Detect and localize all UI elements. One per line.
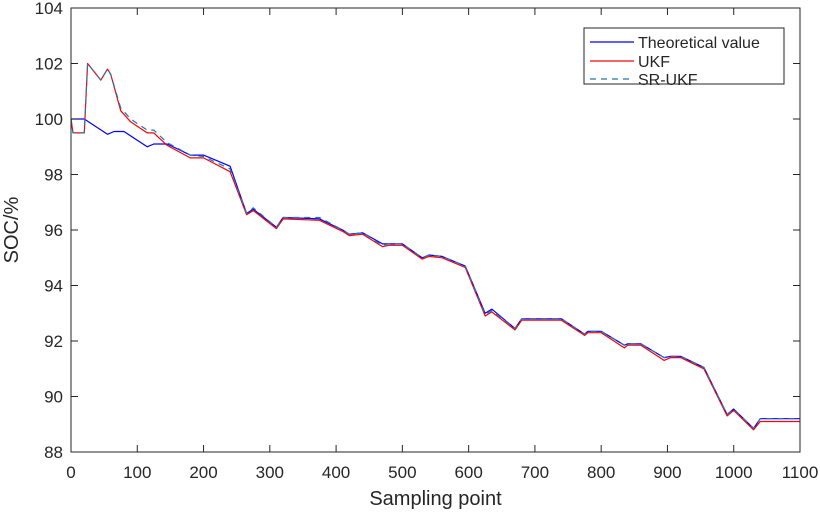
legend: Theoretical value UKF SR-UKF (583, 27, 785, 89)
x-tick-label: 200 (189, 463, 217, 482)
legend-label-theoretical: Theoretical value (638, 35, 760, 52)
x-tick-label: 1100 (782, 463, 819, 482)
y-tick-label: 104 (35, 0, 63, 18)
legend-label-ukf: UKF (638, 54, 670, 71)
x-tick-label: 1000 (715, 463, 753, 482)
series-line-ukf (70, 62, 800, 431)
x-tick-label: 700 (521, 463, 549, 482)
series-line-theoretical-value (71, 118, 800, 429)
x-tick-label: 0 (66, 463, 75, 482)
y-tick-label: 102 (35, 55, 63, 74)
y-tick-label: 94 (44, 277, 63, 296)
x-tick-label: 500 (388, 463, 416, 482)
legend-box (583, 27, 785, 85)
y-tick-label: 90 (44, 388, 63, 407)
y-tick-label: 98 (44, 166, 63, 185)
x-axis-label: Sampling point (369, 488, 502, 510)
y-tick-label: 88 (44, 443, 63, 462)
plot-lines (70, 62, 800, 431)
x-tick-label: 800 (587, 463, 615, 482)
x-tick-label: 900 (653, 463, 681, 482)
y-tick-label: 92 (44, 332, 63, 351)
y-tick-label: 96 (44, 221, 63, 240)
x-tick-label: 600 (454, 463, 482, 482)
x-tick-label: 100 (123, 463, 151, 482)
axis-ticks (70, 7, 801, 453)
x-tick-label: 400 (322, 463, 350, 482)
series-line-sr-ukf (70, 62, 800, 429)
y-tick-label: 100 (35, 110, 63, 129)
x-tick-label: 300 (256, 463, 284, 482)
tick-labels: 0 100 200 300 400 500 600 700 800 900 1000 1100 88 90… (35, 0, 819, 482)
legend-label-srukf: SR-UKF (638, 72, 698, 89)
y-axis-label: SOC/% (1, 196, 23, 263)
